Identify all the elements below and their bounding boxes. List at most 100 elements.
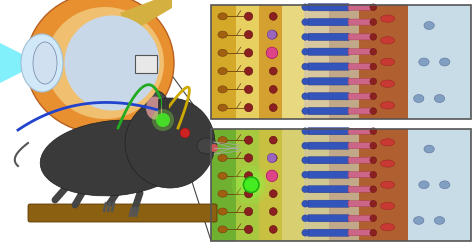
Circle shape [245, 207, 253, 216]
Circle shape [210, 144, 218, 152]
Bar [408, 5, 471, 119]
Ellipse shape [381, 223, 395, 231]
Circle shape [267, 30, 277, 39]
Circle shape [302, 33, 309, 40]
Circle shape [370, 215, 377, 222]
Bar [359, 129, 408, 241]
Circle shape [245, 154, 253, 162]
Circle shape [370, 142, 377, 149]
Polygon shape [0, 43, 32, 83]
Ellipse shape [218, 68, 228, 75]
Ellipse shape [381, 160, 395, 167]
Circle shape [370, 157, 377, 164]
Ellipse shape [218, 190, 228, 197]
Circle shape [370, 78, 377, 85]
Circle shape [245, 136, 253, 144]
Circle shape [245, 67, 253, 75]
Bar [236, 5, 259, 119]
Circle shape [245, 225, 253, 234]
Circle shape [269, 208, 277, 216]
Ellipse shape [218, 104, 228, 111]
Circle shape [269, 104, 277, 112]
Bar [359, 5, 408, 119]
FancyBboxPatch shape [348, 186, 371, 192]
Ellipse shape [413, 94, 424, 102]
Circle shape [245, 172, 253, 180]
Ellipse shape [381, 15, 395, 22]
Circle shape [180, 128, 190, 138]
FancyBboxPatch shape [348, 93, 371, 99]
Circle shape [302, 48, 309, 55]
FancyBboxPatch shape [308, 48, 349, 55]
Circle shape [267, 153, 277, 163]
Circle shape [243, 177, 259, 192]
FancyBboxPatch shape [308, 200, 349, 207]
Ellipse shape [218, 137, 228, 144]
Circle shape [302, 142, 309, 149]
Circle shape [302, 4, 309, 11]
Bar [211, 129, 236, 241]
FancyBboxPatch shape [348, 34, 371, 40]
Circle shape [241, 175, 261, 195]
FancyBboxPatch shape [308, 78, 349, 85]
Circle shape [370, 19, 377, 26]
Ellipse shape [381, 102, 395, 109]
Circle shape [302, 200, 309, 207]
Ellipse shape [218, 226, 228, 233]
FancyBboxPatch shape [308, 18, 349, 26]
Ellipse shape [218, 155, 228, 161]
Ellipse shape [381, 37, 395, 44]
Circle shape [302, 78, 309, 85]
Circle shape [245, 49, 253, 57]
Circle shape [245, 31, 253, 39]
Ellipse shape [434, 217, 445, 224]
Circle shape [237, 170, 265, 199]
Ellipse shape [381, 139, 395, 146]
Ellipse shape [141, 91, 169, 125]
FancyBboxPatch shape [308, 107, 349, 115]
FancyBboxPatch shape [348, 157, 371, 163]
Circle shape [269, 31, 277, 38]
Ellipse shape [218, 49, 228, 56]
Circle shape [302, 93, 309, 100]
Circle shape [302, 171, 309, 178]
Circle shape [370, 128, 377, 135]
FancyBboxPatch shape [28, 204, 217, 222]
Circle shape [370, 93, 377, 100]
Circle shape [269, 190, 277, 198]
Circle shape [269, 154, 277, 162]
FancyBboxPatch shape [348, 143, 371, 149]
Polygon shape [120, 0, 172, 33]
Bar [408, 129, 471, 241]
Ellipse shape [413, 217, 424, 224]
FancyBboxPatch shape [348, 215, 371, 221]
Ellipse shape [381, 58, 395, 66]
Circle shape [125, 98, 215, 188]
Ellipse shape [146, 96, 164, 120]
Circle shape [370, 229, 377, 236]
Ellipse shape [64, 15, 159, 111]
Ellipse shape [26, 0, 174, 133]
Circle shape [302, 108, 309, 114]
FancyBboxPatch shape [348, 108, 371, 114]
Circle shape [269, 49, 277, 57]
Ellipse shape [218, 86, 228, 93]
Circle shape [370, 186, 377, 193]
Ellipse shape [218, 172, 228, 179]
Circle shape [152, 109, 174, 131]
FancyBboxPatch shape [308, 128, 349, 135]
Circle shape [302, 215, 309, 222]
Ellipse shape [424, 22, 434, 30]
Ellipse shape [381, 202, 395, 210]
Ellipse shape [419, 181, 429, 189]
Circle shape [370, 108, 377, 114]
FancyBboxPatch shape [348, 230, 371, 236]
Circle shape [269, 136, 277, 144]
FancyBboxPatch shape [348, 201, 371, 207]
Bar [259, 5, 283, 119]
Ellipse shape [40, 120, 190, 196]
Ellipse shape [439, 58, 450, 66]
FancyBboxPatch shape [348, 78, 371, 84]
FancyBboxPatch shape [308, 33, 349, 40]
Circle shape [232, 165, 271, 204]
